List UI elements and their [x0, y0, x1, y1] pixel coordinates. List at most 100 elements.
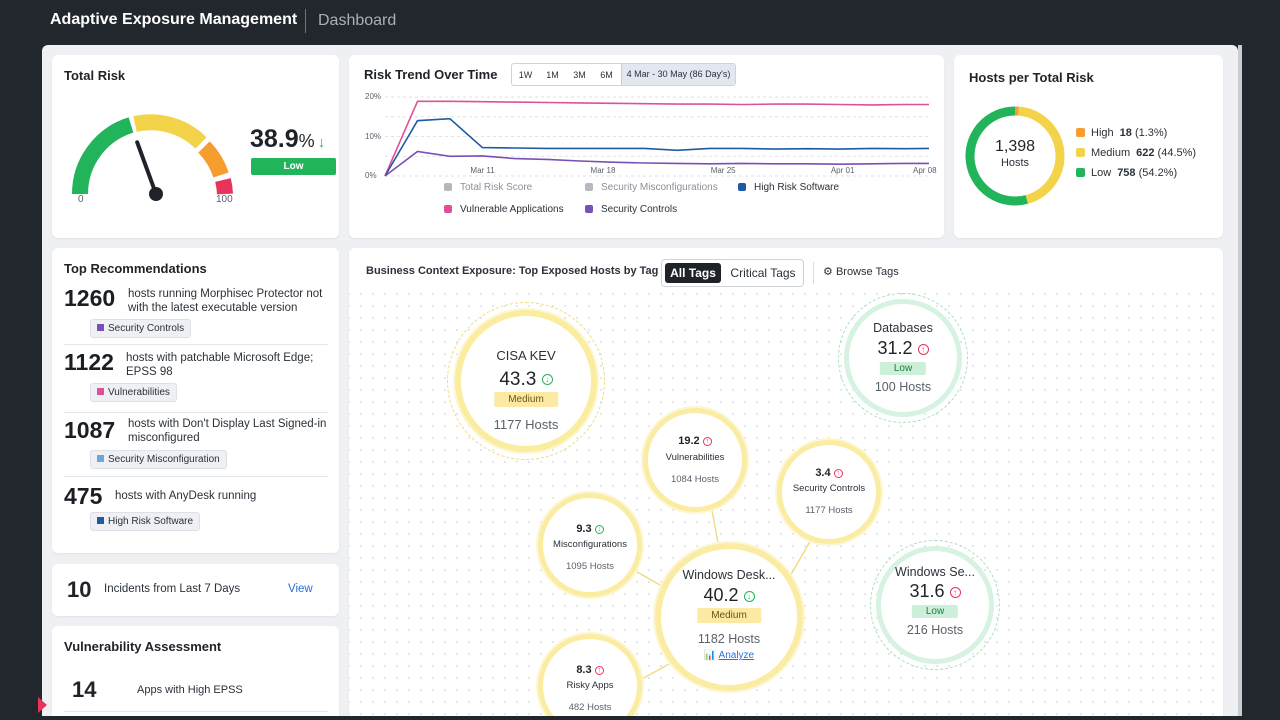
bubble-level-badge: Medium: [494, 392, 558, 407]
high-epss-label: Apps with High EPSS: [137, 684, 243, 696]
bubble-cisa-kev[interactable]: CISA KEV 43.3 ↓ Medium 1177 Hosts: [447, 302, 605, 460]
legend-security-misconfigurations[interactable]: Security Misconfigurations: [585, 182, 718, 193]
bubble-name: Risky Apps: [566, 680, 614, 691]
range-custom-button[interactable]: 4 Mar - 30 May (86 Day's): [621, 64, 735, 85]
legend-total-risk-score[interactable]: Total Risk Score: [444, 182, 532, 193]
bubble-hosts: 1182 Hosts: [697, 632, 761, 646]
recommendations-title: Top Recommendations: [64, 261, 207, 276]
total-risk-card[interactable]: Total Risk 0 100 38.9% ↓ Low: [52, 55, 339, 238]
bubble-level-badge: Low: [911, 605, 959, 618]
gear-icon: ⚙: [823, 266, 833, 278]
rec-tag-security-misconfiguration[interactable]: Security Misconfiguration: [90, 450, 227, 469]
bubble-hosts: 1177 Hosts: [493, 417, 559, 432]
bubble-windows-desktops[interactable]: Windows Desk... 40.2 ↓ Medium 1182 Hosts…: [655, 543, 803, 691]
legend-high-risk-software[interactable]: High Risk Software: [738, 182, 839, 193]
gauge-segment-medium: [133, 114, 207, 149]
range-selector: [511, 63, 736, 86]
arrow-down-circle-icon: ↓: [594, 524, 604, 534]
range-3m-button[interactable]: 3M: [573, 70, 586, 80]
breadcrumb-dashboard[interactable]: Dashboard: [318, 12, 397, 29]
rec-text: hosts with patchable Microsoft Edge; EPS…: [126, 352, 314, 378]
bubble-hosts: 1177 Hosts: [805, 505, 853, 516]
tag-tabs: All Tags Critical Tags: [661, 259, 804, 287]
y-tick-label: 10%: [365, 131, 382, 141]
range-1m-button[interactable]: 1M: [546, 70, 559, 80]
bubble-risky-apps[interactable]: 8.3 ↑ Risky Apps 482 Hosts: [538, 634, 642, 716]
range-6m-button[interactable]: 6M: [600, 70, 613, 80]
top-recommendations-card[interactable]: Top Recommendations 1260 hosts running M…: [52, 248, 339, 553]
bubble-hosts: 1084 Hosts: [670, 474, 720, 485]
bubble-vulnerabilities[interactable]: 19.2 ↑ Vulnerabilities 1084 Hosts: [643, 408, 747, 512]
title-divider: [305, 9, 306, 33]
legend-vulnerable-applications[interactable]: Vulnerable Applications: [444, 204, 564, 215]
bubble-hosts: 1095 Hosts: [565, 561, 615, 572]
arrow-up-circle-icon: ↑: [833, 468, 843, 478]
arrow-up-circle-icon: ↑: [949, 586, 961, 598]
bubble-security-controls[interactable]: 3.4 ↑ Security Controls 1177 Hosts: [777, 440, 881, 544]
incidents-card[interactable]: 10 Incidents from Last 7 Days View: [52, 564, 339, 616]
scrollbar[interactable]: [1238, 45, 1242, 716]
x-tick-label: Mar 18: [590, 166, 616, 175]
y-tick-label: 0%: [365, 171, 377, 180]
tab-critical-tags[interactable]: Critical Tags: [730, 266, 796, 280]
bar-chart-icon: 📊: [703, 650, 717, 661]
rec-count: 475: [64, 483, 103, 509]
arrow-down-circle-icon: ↓: [541, 374, 553, 386]
hosts-row-medium[interactable]: Medium 622 (44.5%): [1076, 147, 1196, 159]
bubble-name: Misconfigurations: [553, 539, 627, 550]
app-title: Adaptive Exposure Management: [50, 11, 298, 28]
recommendation-item[interactable]: 1122 hosts with patchable Microsoft Edge…: [64, 349, 328, 413]
arrow-up-circle-icon: ↑: [917, 343, 929, 355]
bubble-score: 9.3 ↓: [543, 523, 637, 535]
y-tick-label: 20%: [365, 92, 382, 101]
bubble-windows-servers[interactable]: Windows Se... 31.6 ↑ Low 216 Hosts: [870, 540, 1000, 670]
risk-trend-title: Risk Trend Over Time: [364, 67, 498, 82]
recommendation-item[interactable]: 1260 hosts running Morphisec Protector n…: [64, 285, 328, 345]
corner-marker: [38, 697, 47, 713]
bubble-level-badge: Medium: [697, 608, 761, 623]
recommendation-item[interactable]: 475 hosts with AnyDesk running High Risk…: [64, 481, 328, 541]
bubble-databases[interactable]: Databases 31.2 ↑ Low 100 Hosts: [838, 293, 968, 423]
legend-security-controls[interactable]: Security Controls: [585, 204, 677, 215]
recommendation-item[interactable]: 1087 hosts with Don't Display Last Signe…: [64, 413, 328, 477]
bubble-score: 3.4 ↑: [782, 467, 876, 479]
risk-trend-card[interactable]: Risk Trend Over Time 1W 1M 3M 6M 4 Mar -…: [349, 55, 944, 238]
incidents-view-link[interactable]: View: [288, 583, 313, 595]
rec-tag-security-controls[interactable]: Security Controls: [90, 319, 192, 338]
x-tick-label: Mar 25: [710, 166, 736, 175]
gauge-max-label: 100: [216, 194, 233, 205]
rec-count: 1260: [64, 285, 116, 311]
rec-text: hosts running Morphisec Protector not wi…: [128, 288, 323, 314]
hosts-donut-chart: [965, 106, 1065, 206]
bubble-name: Vulnerabilities: [665, 452, 725, 463]
bubble-hosts: 216 Hosts: [906, 623, 964, 637]
incidents-label: Incidents from Last 7 Days: [104, 583, 241, 595]
analyze-link[interactable]: 📊 Analyze: [703, 650, 755, 661]
rec-count: 1087: [64, 417, 116, 443]
hosts-row-high[interactable]: High 18 (1.3%): [1076, 127, 1167, 139]
bubble-score: 43.3 ↓: [448, 369, 604, 391]
tabs-divider: [813, 262, 814, 284]
bubble-name: Security Controls: [792, 483, 866, 494]
rec-count: 1122: [64, 349, 114, 375]
bubble-score: 19.2 ↑: [648, 435, 742, 447]
divider: [64, 711, 328, 712]
business-context-card[interactable]: Business Context Exposure: Top Exposed H…: [349, 248, 1223, 716]
hosts-total-value: 1,398: [994, 138, 1036, 155]
dashboard-canvas: Total Risk 0 100 38.9% ↓ Low Risk Trend O…: [42, 45, 1238, 716]
rec-text: hosts with AnyDesk running: [115, 490, 257, 502]
rec-tag-vulnerabilities[interactable]: Vulnerabilities: [90, 383, 177, 402]
range-1w-button[interactable]: 1W: [518, 70, 533, 80]
browse-tags-link[interactable]: ⚙ Browse Tags: [823, 266, 899, 278]
vulnerability-assessment-card[interactable]: Vulnerability Assessment 14 Apps with Hi…: [52, 626, 339, 716]
rec-tag-high-risk-software[interactable]: High Risk Software: [90, 512, 201, 531]
arrow-up-circle-icon: ↑: [594, 665, 604, 675]
donut-slice-medium: [1018, 106, 1065, 204]
tab-all-tags[interactable]: All Tags: [665, 263, 721, 283]
bubble-misconfigurations[interactable]: 9.3 ↓ Misconfigurations 1095 Hosts: [538, 493, 642, 597]
top-bar: Adaptive Exposure Management Dashboard: [0, 0, 1280, 44]
hosts-row-low[interactable]: Low 758 (54.2%): [1076, 167, 1177, 179]
total-risk-unit: %: [298, 131, 315, 151]
bubble-score: 31.6 ↑: [871, 581, 999, 602]
hosts-per-risk-card[interactable]: Hosts per Total Risk 1,398 Hosts High 18 …: [954, 55, 1223, 238]
